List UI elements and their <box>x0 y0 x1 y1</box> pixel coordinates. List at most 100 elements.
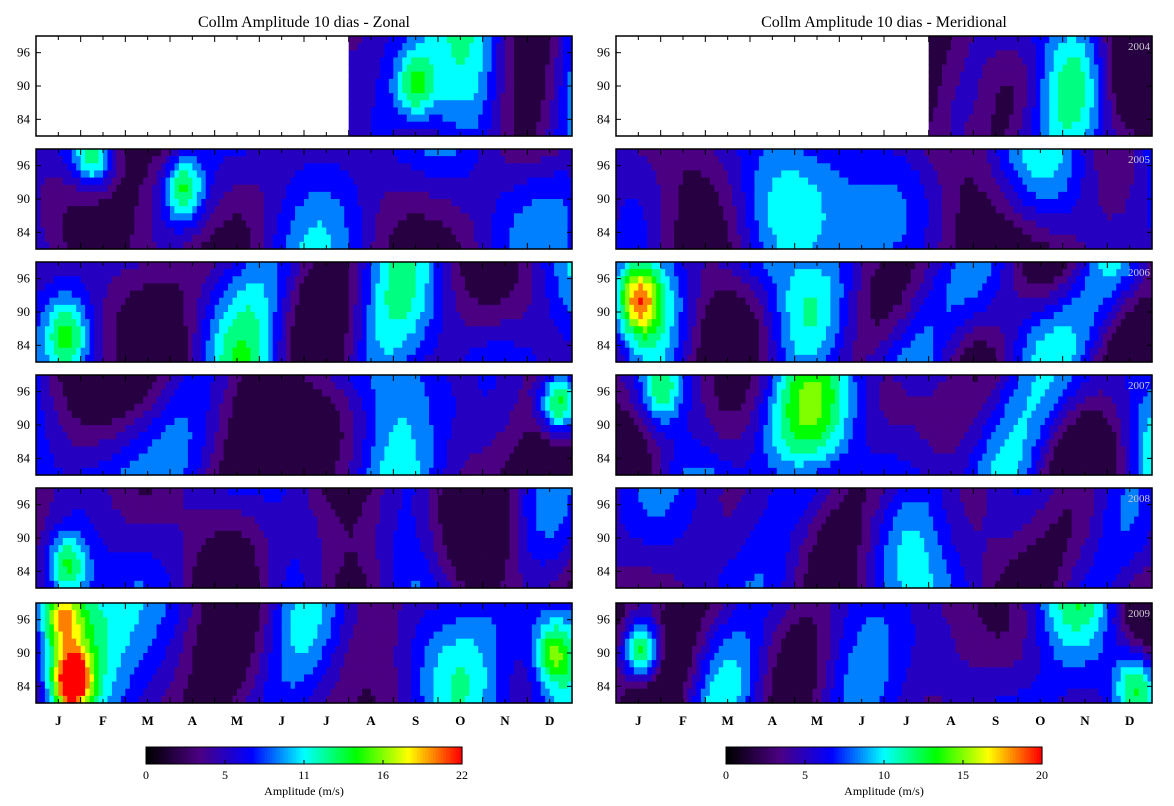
heatmap-cell <box>259 403 265 412</box>
heatmap-cell <box>232 382 238 390</box>
heatmap-cell <box>138 269 144 277</box>
heatmap-cell <box>513 283 519 292</box>
heatmap-cell <box>540 269 546 277</box>
heatmap-cell <box>451 156 457 164</box>
heatmap-cell <box>326 269 332 277</box>
heatmap-cell <box>478 234 484 243</box>
heatmap-cell <box>103 276 109 285</box>
heatmap-cell <box>540 304 546 313</box>
heatmap-cell <box>183 234 189 243</box>
heatmap-cell <box>362 100 368 109</box>
heatmap-cell <box>491 389 497 398</box>
heatmap-cell <box>134 297 140 306</box>
heatmap-cell <box>161 396 167 405</box>
heatmap-cell <box>540 163 546 172</box>
heatmap-cell <box>344 403 350 412</box>
heatmap-cell <box>464 319 470 327</box>
heatmap-cell <box>348 191 354 200</box>
heatmap-cell <box>317 304 323 313</box>
heatmap-cell <box>98 234 104 243</box>
heatmap-cell <box>549 170 555 179</box>
heatmap-cell <box>62 326 68 335</box>
heatmap-cell <box>58 234 64 243</box>
heatmap-cell <box>429 220 435 229</box>
heatmap-cell <box>536 128 542 137</box>
heatmap-cell <box>201 410 207 419</box>
heatmap-cell <box>71 319 77 327</box>
heatmap-cell <box>250 375 256 383</box>
heatmap-cell <box>518 86 524 94</box>
heatmap-cell <box>272 319 278 327</box>
heatmap-cell <box>44 283 50 292</box>
heatmap-cell <box>415 326 421 335</box>
heatmap-cell <box>446 389 452 398</box>
heatmap-cell <box>527 170 533 179</box>
heatmap-cell <box>138 340 144 349</box>
heatmap-cell <box>415 410 421 419</box>
heatmap-cell <box>469 213 475 222</box>
heatmap-cell <box>460 43 466 51</box>
heatmap-cell <box>397 297 403 306</box>
heatmap-cell <box>321 234 327 243</box>
heatmap-cell <box>156 220 162 229</box>
heatmap-cell <box>147 340 153 349</box>
heatmap-cell <box>62 417 68 426</box>
heatmap-cell <box>424 410 430 419</box>
heatmap-cell <box>433 347 439 356</box>
heatmap-cell <box>89 234 95 243</box>
heatmap-cell <box>433 191 439 200</box>
heatmap-cell <box>161 403 167 412</box>
heatmap-cell <box>344 410 350 419</box>
heatmap-cell <box>442 340 448 349</box>
heatmap-cell <box>40 156 46 164</box>
heatmap-cell <box>531 269 537 277</box>
heatmap-cell <box>129 396 135 405</box>
heatmap-cell <box>85 304 91 313</box>
heatmap-cell <box>192 220 198 229</box>
heatmap-cell <box>219 262 225 270</box>
heatmap-cell <box>214 227 220 236</box>
heatmap-cell <box>326 149 332 157</box>
y-tick-label: 96 <box>17 271 31 286</box>
heatmap-cell <box>522 199 528 207</box>
heatmap-cell <box>509 319 515 327</box>
heatmap-cell <box>558 262 564 270</box>
heatmap-cell <box>522 206 528 214</box>
heatmap-cell <box>272 170 278 179</box>
heatmap-cell <box>330 220 336 229</box>
heatmap-cell <box>500 262 506 270</box>
heatmap-cell <box>290 191 296 200</box>
heatmap-cell <box>438 333 444 342</box>
heatmap-cell <box>344 262 350 270</box>
heatmap-cell <box>536 78 542 87</box>
heatmap-cell <box>286 227 292 236</box>
heatmap-cell <box>178 227 184 236</box>
heatmap-cell <box>415 382 421 390</box>
heatmap-cell <box>455 50 461 59</box>
heatmap-cell <box>375 57 381 66</box>
heatmap-cell <box>237 319 243 327</box>
heatmap-cell <box>326 227 332 236</box>
heatmap-cell <box>312 241 318 250</box>
heatmap-cell <box>344 206 350 214</box>
heatmap-cell <box>379 396 385 405</box>
heatmap-cell <box>554 290 560 299</box>
heatmap-cell <box>232 199 238 207</box>
heatmap-cell <box>442 262 448 270</box>
heatmap-cell <box>250 410 256 419</box>
heatmap-cell <box>406 410 412 419</box>
heatmap-cell <box>335 234 341 243</box>
heatmap-cell <box>554 347 560 356</box>
heatmap-cell <box>317 269 323 277</box>
heatmap-cell <box>531 199 537 207</box>
heatmap-cell <box>178 191 184 200</box>
heatmap-cell <box>335 149 341 157</box>
heatmap-cell <box>545 163 551 172</box>
heatmap-cell <box>545 326 551 335</box>
heatmap-cell <box>277 396 283 405</box>
heatmap-cell <box>107 319 113 327</box>
heatmap-cell <box>125 326 131 335</box>
heatmap-cell <box>250 206 256 214</box>
heatmap-cell <box>53 156 59 164</box>
heatmap-cell <box>388 354 394 363</box>
